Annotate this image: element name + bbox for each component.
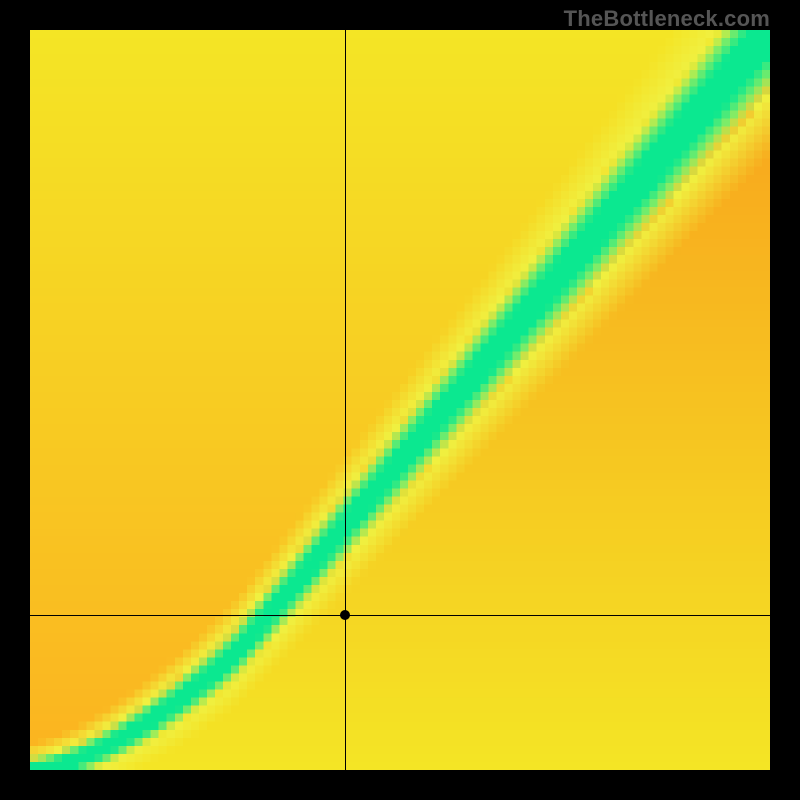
heatmap-canvas	[30, 30, 770, 770]
watermark-text: TheBottleneck.com	[564, 6, 770, 32]
data-point-marker	[340, 610, 350, 620]
chart-container: { "watermark": "TheBottleneck.com", "plo…	[0, 0, 800, 800]
crosshair-horizontal	[30, 615, 770, 616]
heatmap-plot	[30, 30, 770, 770]
crosshair-vertical	[345, 30, 346, 770]
